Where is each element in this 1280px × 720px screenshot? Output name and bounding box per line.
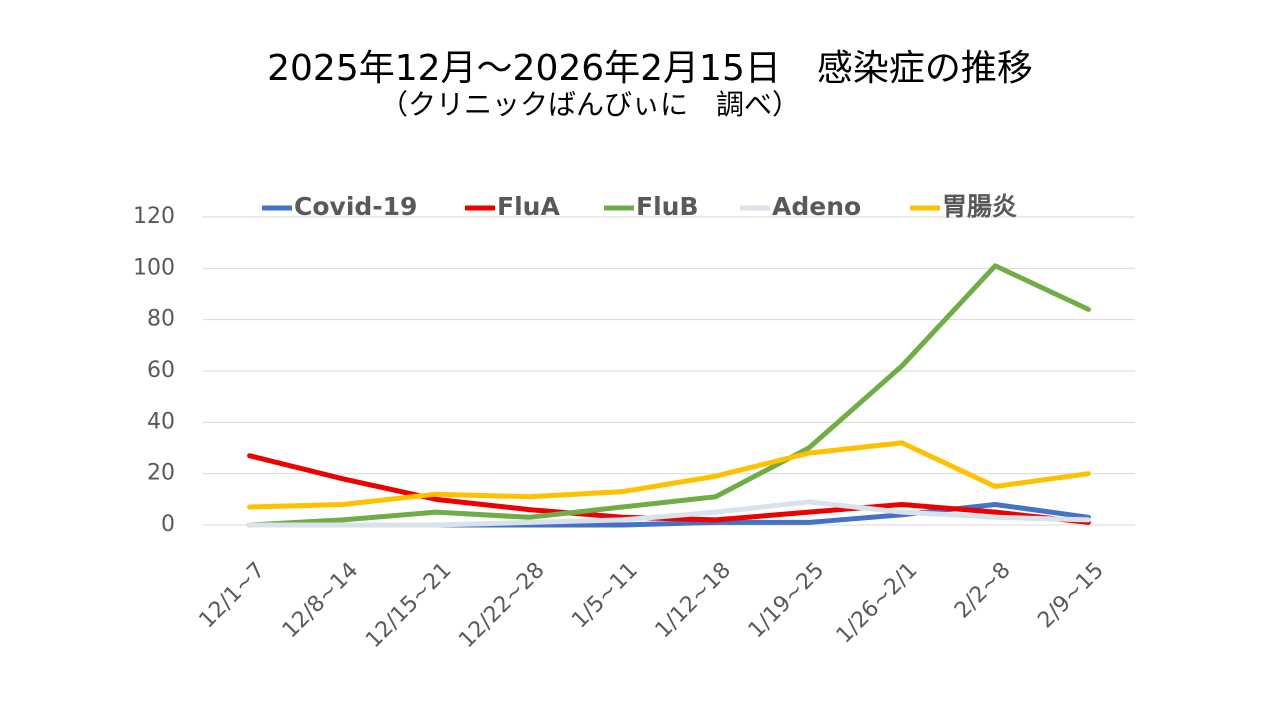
x-tick-label: 12/8~14	[278, 558, 363, 643]
x-tick-label: 12/1~7	[195, 558, 271, 634]
x-tick-label: 2/2~8	[950, 558, 1016, 624]
series-line	[247, 263, 1091, 528]
chart-subtitle: （クリニックばんびぃに 調べ）	[380, 88, 800, 121]
y-tick-label: 60	[147, 358, 175, 383]
x-tick-label: 12/15~21	[361, 558, 456, 653]
legend-label: Covid-19	[294, 192, 417, 221]
legend-label: Adeno	[772, 192, 861, 221]
y-tick-label: 0	[161, 512, 175, 537]
x-tick-label: 1/12~18	[651, 558, 736, 643]
y-tick-label: 100	[133, 255, 175, 280]
x-tick-label: 2/9~15	[1033, 558, 1109, 634]
x-tick-label: 1/19~25	[744, 558, 829, 643]
y-tick-label: 80	[147, 307, 175, 332]
x-tick-label: 12/22~28	[454, 558, 549, 653]
x-tick-label: 1/5~11	[567, 558, 643, 634]
y-tick-label: 120	[133, 204, 175, 229]
chart-title: 2025年12月～2026年2月15日 感染症の推移	[267, 48, 1033, 89]
y-tick-label: 20	[147, 461, 175, 486]
x-tick-label: 1/26~2/1	[832, 558, 923, 649]
series-line	[247, 453, 1091, 525]
legend-label: FluA	[497, 192, 560, 221]
legend-label: FluB	[636, 192, 699, 221]
series-line	[247, 440, 1091, 510]
series-line	[247, 499, 1091, 528]
y-tick-label: 40	[147, 409, 175, 434]
legend-label: 胃腸炎	[942, 192, 1017, 221]
